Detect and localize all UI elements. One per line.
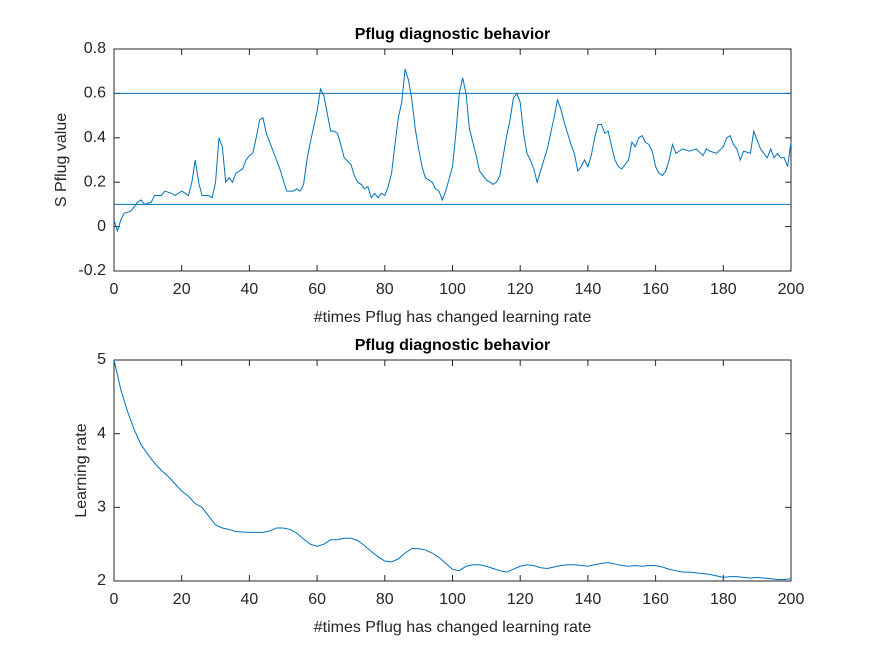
y-tick-label: 5 <box>97 351 106 368</box>
y-tick-label: 0 <box>97 218 106 235</box>
x-tick-label: 140 <box>575 591 602 608</box>
y-tick-label: 0.8 <box>84 40 106 57</box>
x-tick-label: 80 <box>376 281 394 298</box>
chart-title: Pflug diagnostic behavior <box>355 337 551 354</box>
x-tick-label: 100 <box>439 281 466 298</box>
y-axis-label: Learning rate <box>73 423 90 517</box>
x-tick-label: 120 <box>507 591 534 608</box>
x-tick-label: 180 <box>710 591 737 608</box>
y-tick-label: 4 <box>97 425 106 442</box>
x-tick-label: 200 <box>778 281 805 298</box>
x-tick-label: 160 <box>642 591 669 608</box>
x-tick-label: 60 <box>308 281 326 298</box>
plot-area <box>113 359 792 582</box>
x-tick-label: 20 <box>173 281 191 298</box>
y-tick-label: 0.6 <box>84 85 106 102</box>
x-tick-label: 0 <box>110 281 119 298</box>
x-tick-label: 40 <box>241 281 259 298</box>
x-tick-label: 0 <box>110 591 119 608</box>
x-tick-label: 20 <box>173 591 191 608</box>
x-tick-label: 120 <box>507 281 534 298</box>
plot-area <box>113 48 792 272</box>
x-axis-label: #times Pflug has changed learning rate <box>314 309 592 326</box>
x-tick-label: 180 <box>710 281 737 298</box>
data-line <box>113 68 792 233</box>
y-tick-label: 2 <box>97 572 106 589</box>
chart-title: Pflug diagnostic behavior <box>355 26 551 43</box>
x-tick-label: 100 <box>439 591 466 608</box>
data-line <box>113 359 792 581</box>
x-tick-label: 80 <box>376 591 394 608</box>
x-tick-label: 40 <box>241 591 259 608</box>
y-axis-label: S Pflug value <box>53 113 70 207</box>
y-tick-label: 0.2 <box>84 173 106 190</box>
y-tick-label: -0.2 <box>78 262 106 279</box>
x-tick-label: 200 <box>778 591 805 608</box>
x-tick-label: 60 <box>308 591 326 608</box>
x-axis-label: #times Pflug has changed learning rate <box>314 619 592 636</box>
y-tick-label: 3 <box>97 499 106 516</box>
x-tick-label: 140 <box>575 281 602 298</box>
x-tick-label: 160 <box>642 281 669 298</box>
y-tick-label: 0.4 <box>84 129 106 146</box>
